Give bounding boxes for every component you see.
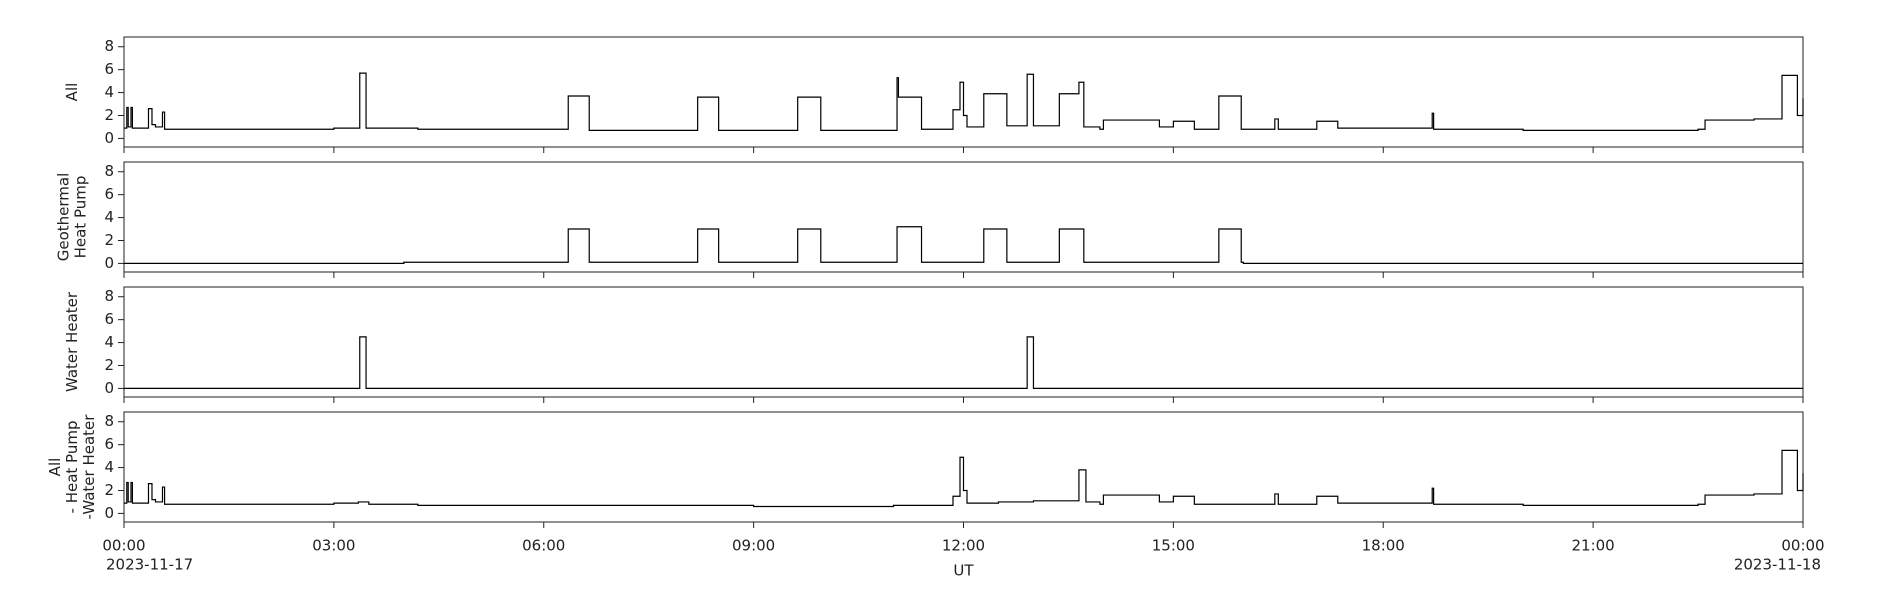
y-tick-label: 8	[104, 412, 114, 430]
y-axis-label: All	[63, 83, 81, 102]
y-tick-label: 8	[104, 287, 114, 305]
data-line	[124, 226, 1803, 265]
y-axis-label: GeothermalHeat Pump	[54, 173, 89, 262]
x-tick-label: 21:00	[1572, 537, 1615, 555]
y-tick-label: 2	[104, 481, 114, 499]
panel-frame	[123, 286, 1804, 398]
x-tick-label: 18:00	[1362, 537, 1405, 555]
y-tick-label: 0	[104, 379, 114, 397]
y-tick-label: 4	[104, 83, 114, 101]
data-line	[124, 449, 1804, 508]
y-tick-label: 2	[104, 231, 114, 249]
y-tick-label: 4	[104, 208, 114, 226]
x-tick-label: 15:00	[1152, 537, 1195, 555]
y-tick-label: 6	[104, 185, 114, 203]
y-tick-label: 4	[104, 333, 114, 351]
y-tick-label: 4	[104, 458, 114, 476]
y-axis-label: Water Heater	[63, 291, 81, 392]
y-tick-label: 0	[104, 254, 114, 272]
x-tick-label: 00:00	[102, 537, 145, 555]
y-tick-label: 2	[104, 356, 114, 374]
y-axis-label-line: Water Heater	[63, 291, 81, 392]
y-axis-label-line: -Water Heater	[80, 414, 98, 520]
x-tick-label: 00:00	[1781, 537, 1824, 555]
y-axis-label-line: - Heat Pump	[63, 421, 81, 514]
y-tick-label: 6	[104, 60, 114, 78]
x-tick-label: 06:00	[522, 537, 565, 555]
x-tick-label: 12:00	[942, 537, 985, 555]
y-axis-label-line: All	[63, 83, 81, 102]
y-tick-label: 0	[104, 129, 114, 147]
y-tick-label: 6	[104, 310, 114, 328]
y-tick-label: 0	[104, 504, 114, 522]
y-axis-label-line: All	[46, 458, 64, 477]
x-tick-label: 03:00	[312, 537, 355, 555]
panel-frame	[123, 161, 1804, 273]
x-tick-date: 2023-11-18	[1734, 556, 1821, 574]
y-tick-label: 6	[104, 435, 114, 453]
y-tick-label: 8	[104, 162, 114, 180]
x-tick-label: 09:00	[732, 537, 775, 555]
y-tick-label: 8	[104, 37, 114, 55]
x-axis-label: UT	[953, 562, 974, 580]
data-line	[124, 336, 1803, 390]
x-tick-date: 2023-11-17	[106, 556, 193, 574]
y-axis-label-line: Heat Pump	[71, 176, 89, 259]
y-axis-label-line: Geothermal	[54, 173, 72, 262]
y-axis-label: All- Heat Pump-Water Heater	[46, 414, 98, 520]
y-tick-label: 2	[104, 106, 114, 124]
data-line	[124, 72, 1804, 131]
